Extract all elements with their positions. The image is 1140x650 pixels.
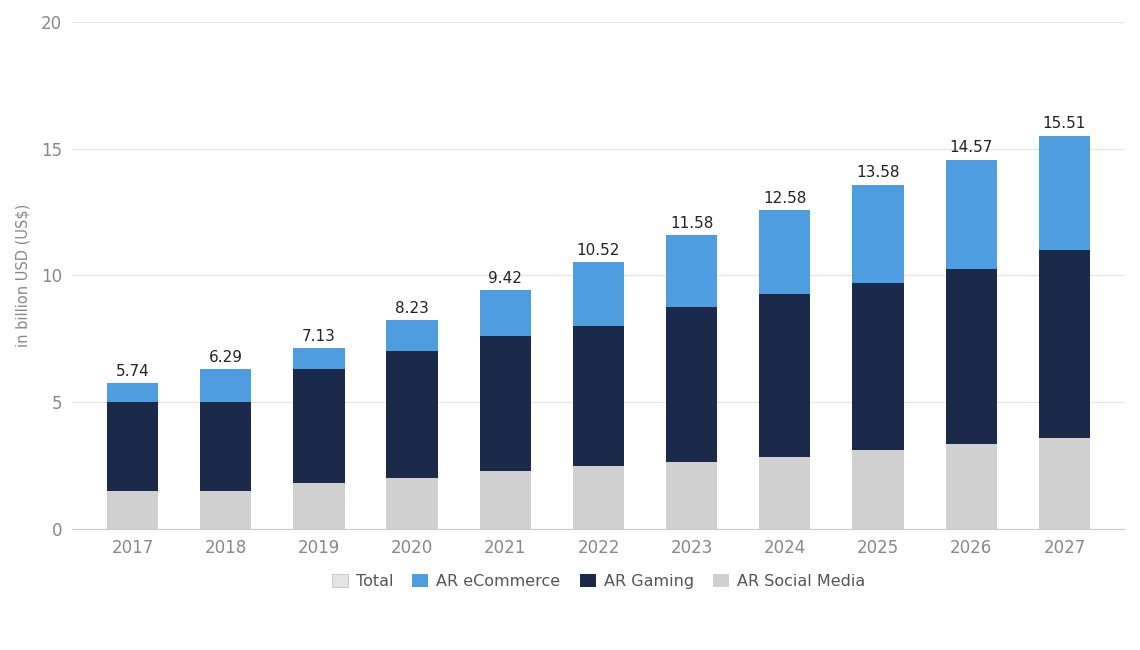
Text: 8.23: 8.23 [396,301,429,316]
Text: 10.52: 10.52 [577,242,620,257]
Bar [480,471,531,529]
Text: 15.51: 15.51 [1043,116,1086,131]
Bar [107,491,158,529]
Bar [945,444,996,529]
Legend: Total, AR eCommerce, AR Gaming, AR Social Media: Total, AR eCommerce, AR Gaming, AR Socia… [324,566,873,597]
Bar [293,348,344,369]
Bar [480,290,531,336]
Text: 9.42: 9.42 [488,270,522,285]
Text: 7.13: 7.13 [302,329,336,344]
Bar [386,352,438,478]
Bar [107,384,158,402]
Text: 13.58: 13.58 [856,165,899,180]
Bar [759,457,811,529]
Bar [853,185,904,283]
Bar [666,462,717,529]
Bar [759,210,811,294]
Bar [386,478,438,529]
Text: 5.74: 5.74 [115,364,149,379]
Bar [759,294,811,457]
Text: 12.58: 12.58 [763,190,806,205]
Text: 14.57: 14.57 [950,140,993,155]
Bar [945,160,996,269]
Bar [1039,136,1090,250]
Text: 11.58: 11.58 [670,216,714,231]
Bar [480,336,531,471]
Y-axis label: in billion USD (US$): in billion USD (US$) [15,203,30,347]
Bar [573,326,624,465]
Bar [573,263,624,326]
Bar [107,402,158,491]
Bar [853,450,904,529]
Bar [201,402,251,491]
Bar [1039,437,1090,529]
Bar [293,369,344,484]
Bar [666,307,717,462]
Bar [945,269,996,444]
Bar [853,283,904,450]
Bar [293,484,344,529]
Bar [666,235,717,307]
Bar [201,369,251,402]
Bar [201,491,251,529]
Bar [573,465,624,529]
Bar [386,320,438,352]
Text: 6.29: 6.29 [209,350,243,365]
Bar [1039,250,1090,437]
